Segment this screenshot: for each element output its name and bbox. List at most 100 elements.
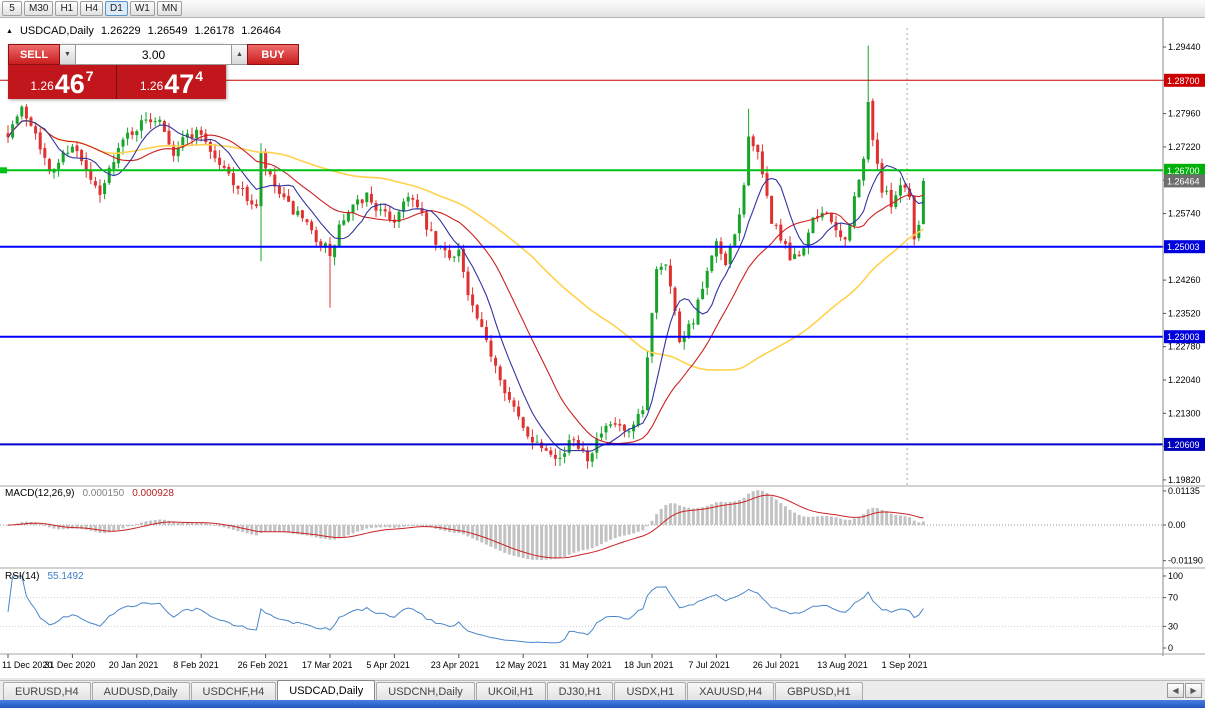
chart-window: 1.294401.287001.279601.272201.264801.257…	[0, 18, 1205, 678]
taskbar-edge	[0, 700, 1205, 708]
svg-text:13 Aug 2021: 13 Aug 2021	[817, 660, 868, 670]
svg-text:20 Jan 2021: 20 Jan 2021	[109, 660, 159, 670]
volume-increase-button[interactable]: ▲	[232, 44, 247, 65]
chart-title-arrow-icon: ▲	[6, 27, 13, 35]
tabs-scroll-right-icon[interactable]: ▶	[1185, 683, 1202, 698]
macd-signal-line	[7, 494, 924, 559]
buy-price-pip: 4	[195, 68, 204, 84]
timeframe-button-d1[interactable]: D1	[105, 1, 128, 16]
ohlc-low: 1.26178	[194, 25, 235, 37]
buy-price-display[interactable]: 1.26 47 4	[117, 65, 226, 99]
timeframe-button-h4[interactable]: H4	[80, 1, 104, 16]
tab-dj30-h1[interactable]: DJ30,H1	[546, 682, 614, 700]
chart-symbol-label: USDCAD,Daily	[19, 25, 94, 37]
svg-text:70: 70	[1168, 593, 1178, 603]
svg-text:0.01135: 0.01135	[1168, 486, 1200, 496]
tab-xauusd-h4[interactable]: XAUUSD,H4	[687, 682, 775, 700]
price-marker-1.28700: 1.28700	[1164, 73, 1205, 87]
tab-audusd-daily[interactable]: AUDUSD,Daily	[91, 682, 190, 700]
tab-navigation: ◀ ▶	[1167, 683, 1205, 700]
svg-text:1.26464: 1.26464	[1167, 176, 1200, 186]
timeframe-toolbar: 5 M30 H1 H4 D1 W1 MN	[0, 0, 1205, 18]
svg-text:7 Jul 2021: 7 Jul 2021	[688, 660, 730, 670]
tab-usdcnh-daily[interactable]: USDCNH,Daily	[376, 682, 475, 700]
buy-price-prefix: 1.26	[139, 79, 164, 93]
macd-main-value: 0.000150	[82, 488, 125, 499]
ohlc-high: 1.26549	[147, 25, 188, 37]
price-marker-1.26464: 1.26464	[1164, 174, 1205, 188]
svg-text:1.28700: 1.28700	[1167, 76, 1200, 86]
chart-canvas[interactable]: 1.294401.287001.279601.272201.264801.257…	[0, 18, 1205, 678]
timeframe-button-m30[interactable]: M30	[24, 1, 54, 16]
svg-text:1.25003: 1.25003	[1167, 242, 1200, 252]
svg-text:1.21300: 1.21300	[1168, 408, 1201, 418]
svg-text:1.20609: 1.20609	[1167, 440, 1200, 450]
svg-text:0: 0	[1168, 643, 1173, 653]
svg-text:1.23520: 1.23520	[1168, 308, 1201, 318]
sell-price-prefix: 1.26	[30, 79, 54, 93]
hline-anchor[interactable]	[0, 167, 7, 174]
tab-ukoil-h1[interactable]: UKOil,H1	[475, 682, 546, 700]
ohlc-open: 1.26229	[100, 25, 141, 37]
macd-signal-value: 0.000928	[132, 488, 174, 499]
macd-axis-ticks: 0.01135 0.00 -0.01190	[1163, 486, 1203, 566]
svg-text:30: 30	[1168, 621, 1178, 631]
rsi-line	[7, 575, 924, 644]
svg-text:1.22040: 1.22040	[1168, 375, 1201, 385]
one-click-trade-panel: SELL ▼ ▲ BUY 1.26 46 7 1.26 47 4	[8, 44, 299, 99]
ohlc-close: 1.26464	[241, 25, 281, 37]
svg-text:1.25740: 1.25740	[1168, 209, 1201, 219]
rsi-value: 55.1492	[47, 571, 84, 582]
tab-usdcad-daily[interactable]: USDCAD,Daily	[277, 680, 376, 700]
macd-name: MACD(12,26,9)	[5, 488, 75, 499]
svg-text:-0.01190: -0.01190	[1168, 556, 1203, 566]
svg-text:1.29440: 1.29440	[1168, 42, 1201, 52]
rsi-indicator-label: RSI(14) 55.1492	[5, 571, 84, 582]
svg-text:1.24260: 1.24260	[1168, 275, 1201, 285]
svg-text:31 May 2021: 31 May 2021	[560, 660, 612, 670]
svg-text:1.26700: 1.26700	[1167, 166, 1200, 176]
ma-mid-line	[7, 120, 924, 445]
tab-eurusd-h4[interactable]: EURUSD,H4	[3, 682, 91, 700]
price-marker-1.23003: 1.23003	[1164, 330, 1205, 344]
ma-slow-line	[7, 119, 924, 371]
timeframe-button-w1[interactable]: W1	[129, 1, 155, 16]
svg-text:31 Dec 2020: 31 Dec 2020	[44, 660, 95, 670]
buy-button[interactable]: BUY	[247, 44, 299, 65]
svg-text:23 Apr 2021: 23 Apr 2021	[431, 660, 480, 670]
sell-price-display[interactable]: 1.26 46 7	[8, 65, 117, 99]
sell-price-big: 46	[54, 69, 85, 99]
volume-decrease-button[interactable]: ▼	[60, 44, 75, 65]
timeframe-button-h1[interactable]: H1	[55, 1, 79, 16]
svg-text:1.27960: 1.27960	[1168, 109, 1201, 119]
price-marker-1.25003: 1.25003	[1164, 240, 1205, 254]
svg-text:1.19820: 1.19820	[1168, 475, 1201, 485]
svg-text:12 May 2021: 12 May 2021	[495, 660, 547, 670]
buy-price-big: 47	[164, 69, 195, 99]
svg-text:8 Feb 2021: 8 Feb 2021	[173, 660, 219, 670]
svg-text:17 Mar 2021: 17 Mar 2021	[302, 660, 353, 670]
svg-text:1.27220: 1.27220	[1168, 142, 1201, 152]
tabs-scroll-left-icon[interactable]: ◀	[1167, 683, 1184, 698]
macd-indicator-label: MACD(12,26,9) 0.000150 0.000928	[5, 488, 174, 499]
sell-price-pip: 7	[85, 68, 94, 84]
svg-text:1 Sep 2021: 1 Sep 2021	[882, 660, 928, 670]
svg-text:1.22780: 1.22780	[1168, 342, 1201, 352]
chart-tab-bar: EURUSD,H4 AUDUSD,Daily USDCHF,H4 USDCAD,…	[0, 680, 1205, 700]
price-axis-ticks: 1.294401.287001.279601.272201.264801.257…	[1163, 42, 1201, 485]
tab-usdx-h1[interactable]: USDX,H1	[614, 682, 687, 700]
rsi-name: RSI(14)	[5, 571, 40, 582]
trade-panel-prices: 1.26 46 7 1.26 47 4	[8, 65, 226, 99]
candles-layer	[6, 45, 925, 469]
svg-text:1.23003: 1.23003	[1167, 332, 1200, 342]
timeframe-button-mn[interactable]: MN	[156, 1, 183, 16]
price-marker-1.26700: 1.26700	[1164, 163, 1205, 177]
trade-panel-controls: SELL ▼ ▲ BUY	[8, 44, 299, 65]
sell-button[interactable]: SELL	[8, 44, 60, 65]
tab-usdchf-h4[interactable]: USDCHF,H4	[190, 682, 277, 700]
timeframe-button-m5[interactable]: 5	[2, 1, 22, 16]
tab-gbpusd-h1[interactable]: GBPUSD,H1	[775, 682, 863, 700]
volume-input[interactable]	[75, 44, 232, 65]
